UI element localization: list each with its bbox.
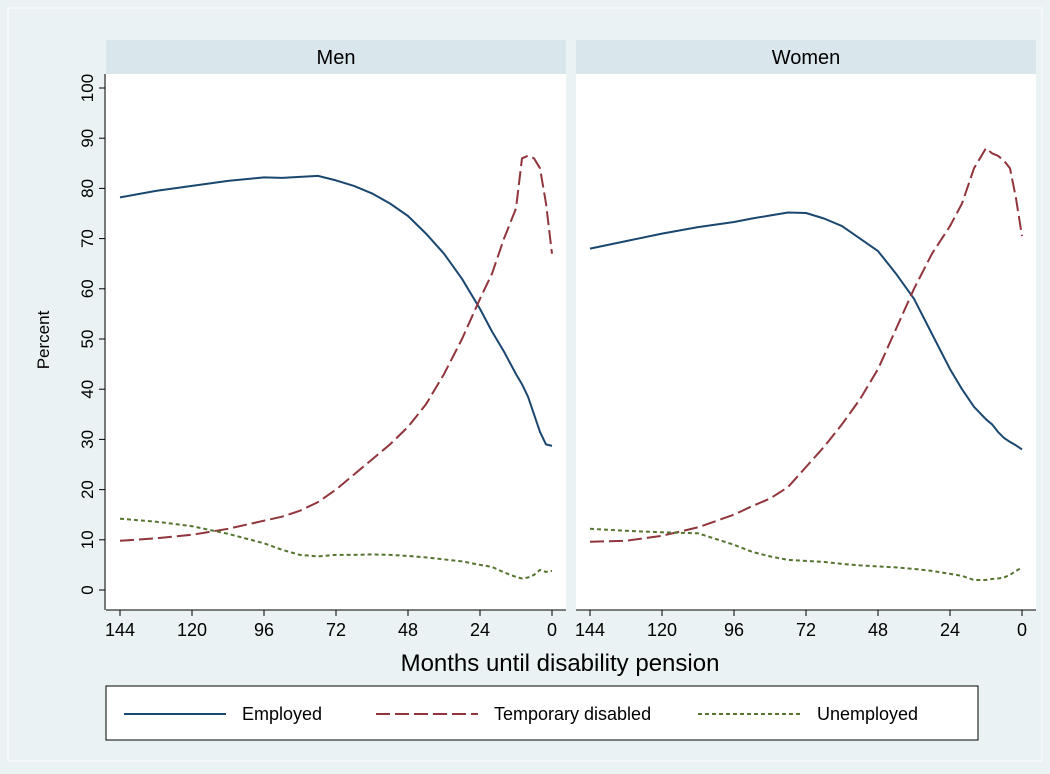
x-tick-label: 144 (105, 620, 135, 640)
y-tick-label: 10 (78, 530, 97, 549)
legend-item-unemployed: Unemployed (698, 704, 918, 724)
y-tick-label: 50 (78, 330, 97, 349)
x-tick-label: 96 (254, 620, 274, 640)
panel-strip (576, 40, 1036, 74)
figure-frame (7, 7, 1043, 762)
legend-box (105, 685, 979, 741)
y-tick-label: 90 (78, 129, 97, 148)
legend: Employed Temporary disabled Unemployed (105, 685, 979, 741)
series-line-temporary-disabled (119, 154, 553, 542)
y-tick-label: 80 (78, 179, 97, 198)
x-tick-label: 48 (868, 620, 888, 640)
legend-item-temporary-disabled: Temporary disabled (376, 704, 651, 724)
x-tick-label: 0 (547, 620, 557, 640)
x-tick-label: 72 (326, 620, 346, 640)
y-tick-label: 40 (78, 380, 97, 399)
x-tick-label: 24 (470, 620, 490, 640)
panel-strip (106, 40, 566, 74)
x-tick-label: 48 (398, 620, 418, 640)
y-tick-label: 100 (78, 74, 97, 102)
x-tick-label: 72 (796, 620, 816, 640)
y-tick-label: 20 (78, 480, 97, 499)
legend-label: Unemployed (817, 704, 918, 724)
x-tick-label: 96 (724, 620, 744, 640)
panel-women: Women 144 120 96 72 48 24 0 (575, 40, 1036, 640)
y-tick-label: 0 (78, 585, 97, 594)
panel-title: Women (772, 47, 841, 69)
panel-title: Men (317, 47, 356, 69)
panels-layer: 0 10 20 30 40 50 60 70 80 90 100 Men 144 120 96 72 48 24 0… (78, 40, 1036, 640)
x-axis-label: Months until disability pension (401, 650, 720, 677)
series-line-temporary-disabled (589, 147, 1023, 543)
panel-men: Men 144 120 96 72 48 24 0 (105, 40, 566, 640)
x-tick-label: 24 (940, 620, 960, 640)
y-axis-label: Percent (34, 310, 53, 369)
x-tick-label: 120 (647, 620, 677, 640)
y-tick-label: 70 (78, 229, 97, 248)
x-tick-label: 144 (575, 620, 605, 640)
y-tick-label: 30 (78, 430, 97, 449)
plot-area (576, 74, 1036, 610)
y-tick-label: 60 (78, 279, 97, 298)
series-line-employed (589, 211, 1023, 451)
series-line-employed (119, 174, 553, 447)
x-tick-label: 0 (1017, 620, 1027, 640)
x-tick-label: 120 (177, 620, 207, 640)
legend-item-employed: Employed (124, 704, 322, 724)
series-line-unemployed (119, 517, 553, 580)
plot-area (106, 74, 566, 610)
legend-label: Temporary disabled (494, 704, 651, 724)
legend-label: Employed (242, 704, 322, 724)
series-line-unemployed (589, 527, 1023, 581)
